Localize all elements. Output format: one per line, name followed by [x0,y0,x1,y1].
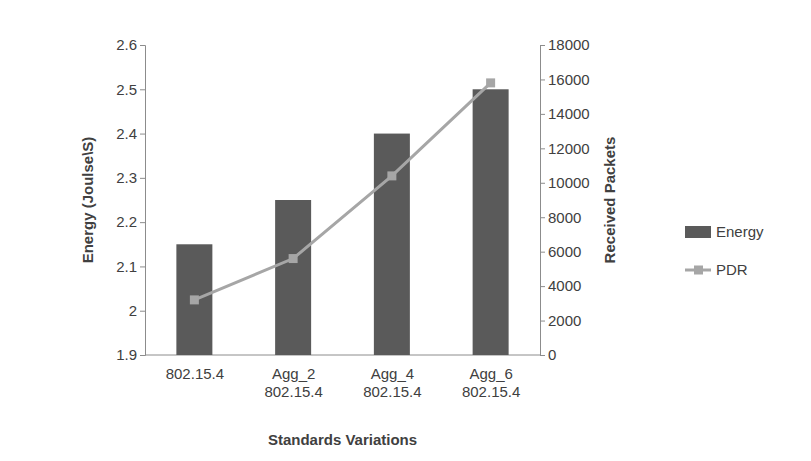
tick: 10000 [540,174,590,191]
tick-label: 802.15.4 [166,365,224,382]
tick: 2 [129,302,145,319]
tick-mark [140,355,145,356]
tick-label: 10000 [548,174,590,191]
tick-mark [540,148,545,149]
legend-item: Energy [685,223,764,240]
tick: 2000 [540,312,581,329]
tick: 1.9 [116,346,145,363]
tick: 14000 [540,105,590,122]
tick-mark [540,252,545,253]
tick-label: Agg_2802.15.4 [264,365,322,400]
tick-label: Agg_4802.15.4 [363,365,421,400]
tick-mark [540,355,545,356]
chart: 1.9 2 2.1 2.2 2.3 2.4 2.5 2.6 0 2000 4000 6000 8000 1… [0,0,811,461]
tick-mark [140,222,145,223]
legend-item: PDR [685,261,748,278]
tick: 2.5 [116,81,145,98]
tick-label: 2000 [548,312,581,329]
tick-mark [140,311,145,312]
marker [387,171,396,180]
y-axis: 1.9 2 2.1 2.2 2.3 2.4 2.5 2.6 [116,36,145,363]
y2-axis-title: Received Packets [601,137,618,264]
tick-label: 2.2 [116,213,137,230]
tick-label: 8000 [548,209,581,226]
tick-mark [540,321,545,322]
y2-axis: 0 2000 4000 6000 8000 10000 12000 14000 16000 180… [540,36,590,363]
tick: 8000 [540,209,581,226]
tick-label: 2 [129,302,137,319]
y-axis-title: Energy (Joulse\S) [79,137,96,264]
legend-marker [694,266,703,275]
tick-mark [140,266,145,267]
y2-axis-line [541,46,546,356]
tick: 2.4 [116,125,145,142]
tick: 2.6 [116,36,145,53]
tick: Agg_6802.15.4 [462,355,520,400]
y-axis-line [140,46,146,356]
tick-label: 0 [548,346,556,363]
tick-label: 2.1 [116,258,137,275]
tick-label: 1.9 [116,346,137,363]
tick-label: 2.4 [116,125,137,142]
tick-label: 16000 [548,71,590,88]
x-axis-title: Standards Variations [268,431,417,448]
line [194,83,490,300]
tick-mark [540,79,545,80]
tick: Agg_2802.15.4 [264,355,322,400]
tick: 2.2 [116,213,145,230]
tick: 2.1 [116,258,145,275]
tick-mark [140,178,145,179]
tick-label: 18000 [548,36,590,53]
tick-label: 14000 [548,105,590,122]
tick-label: 4000 [548,277,581,294]
tick: 12000 [540,140,590,157]
tick: 0 [540,346,556,363]
legend-swatch [685,226,711,238]
tick-label: 12000 [548,140,590,157]
tick: 4000 [540,277,581,294]
legend-label: PDR [716,261,748,278]
bar [176,244,212,355]
tick: 16000 [540,71,590,88]
tick-mark [140,45,145,46]
tick: 18000 [540,36,590,53]
tick-mark [540,217,545,218]
marker [486,78,495,87]
tick-label: 2.3 [116,169,137,186]
tick-label: 2.5 [116,81,137,98]
plot-area [176,78,508,355]
bar [473,89,509,355]
marker [190,295,199,304]
tick: 2.3 [116,169,145,186]
legend-label: Energy [716,223,764,240]
tick-mark [140,89,145,90]
tick-mark [540,114,545,115]
tick-label: Agg_6802.15.4 [462,365,520,400]
tick-mark [540,45,545,46]
x-axis: 802.15.4 Agg_2802.15.4 Agg_4802.15.4 Agg_68… [145,355,540,400]
tick-label: 6000 [548,243,581,260]
bar [374,134,410,355]
tick-mark [540,286,545,287]
tick: 802.15.4 [166,355,224,382]
tick-label: 2.6 [116,36,137,53]
marker [289,254,298,263]
tick-mark [140,134,145,135]
tick-mark [540,183,545,184]
bar [275,200,311,355]
legend: Energy PDR [685,223,764,278]
tick: Agg_4802.15.4 [363,355,421,400]
tick: 6000 [540,243,581,260]
